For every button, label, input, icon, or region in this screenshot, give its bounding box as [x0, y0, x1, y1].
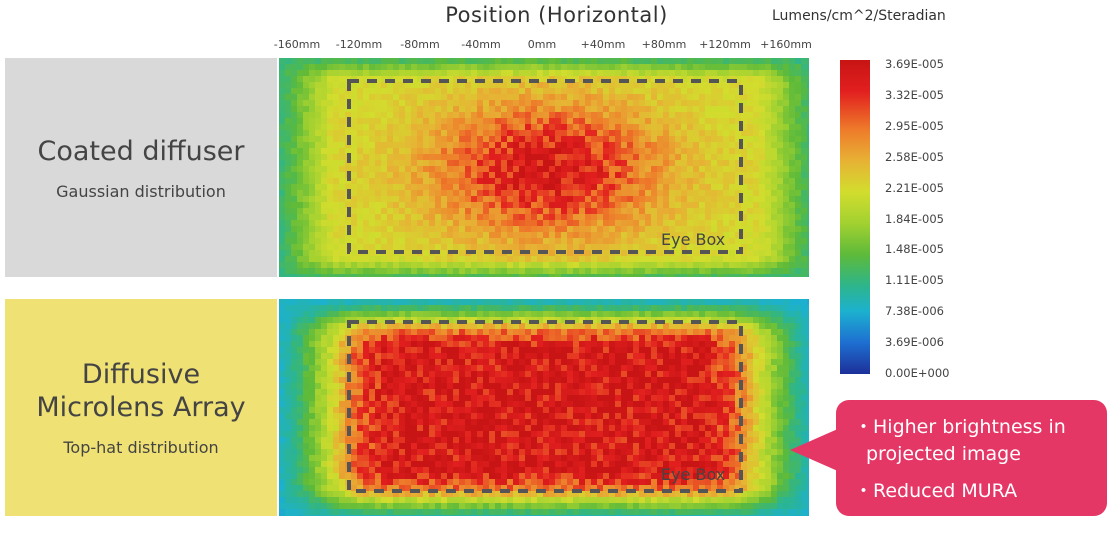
colorbar-label: 3.69E-006 [885, 335, 944, 349]
microlens-array-label-panel: Diffusive Microlens Array Top-hat distri… [5, 299, 277, 516]
callout-line: projected image [866, 443, 1021, 465]
chart-title: Position (Horizontal) [445, 3, 668, 27]
eyebox-outline [347, 320, 743, 493]
x-tick: +80mm [641, 38, 687, 51]
eyebox-outline [347, 79, 743, 254]
coated-diffuser-heatmap: Eye Box [279, 58, 809, 277]
heatmap-image [279, 299, 809, 516]
colorbar-label: 1.48E-005 [885, 242, 944, 256]
panel-title-line-1: Diffusive [81, 359, 201, 390]
benefits-callout: ・Higher brightness in projected image ・R… [836, 400, 1107, 516]
coated-diffuser-label-panel: Coated diffuser Gaussian distribution [5, 58, 277, 277]
x-tick: +120mm [699, 38, 751, 51]
colorbar-label: 3.69E-005 [885, 57, 944, 71]
panel-title-line-2: Microlens Array [36, 392, 246, 423]
x-tick: +160mm [760, 38, 812, 51]
x-tick: -120mm [335, 38, 383, 51]
x-axis-ticks: -160mm -120mm -80mm -40mm 0mm +40mm +80m… [0, 38, 1110, 54]
callout-line: ・Higher brightness in [854, 416, 1066, 438]
colorbar-label: 1.84E-005 [885, 212, 944, 226]
colorbar-label: 2.95E-005 [885, 119, 944, 133]
x-tick: 0mm [527, 38, 557, 51]
colorbar-label: 3.32E-005 [885, 88, 944, 102]
colorbar-label: 1.11E-005 [885, 273, 944, 287]
callout-pointer [790, 428, 840, 472]
unit-label: Lumens/cm^2/Steradian [772, 8, 946, 24]
x-tick: -40mm [461, 38, 501, 51]
panel-title: Coated diffuser [37, 135, 245, 167]
microlens-array-heatmap: Eye Box [279, 299, 809, 516]
callout-line: ・Reduced MURA [854, 480, 1018, 502]
color-scale-bar [840, 60, 870, 374]
x-tick: +40mm [580, 38, 626, 51]
eyebox-label: Eye Box [661, 465, 726, 484]
eyebox-label: Eye Box [661, 230, 726, 249]
colorbar-label: 2.21E-005 [885, 181, 944, 195]
heatmap-image [279, 58, 809, 277]
panel-subtitle: Top-hat distribution [63, 438, 219, 457]
colorbar-label: 7.38E-006 [885, 304, 944, 318]
colorbar-label: 0.00E+000 [885, 366, 950, 380]
panel-subtitle: Gaussian distribution [56, 181, 226, 201]
colorbar-label: 2.58E-005 [885, 150, 944, 164]
x-tick: -160mm [273, 38, 321, 51]
x-tick: -80mm [400, 38, 440, 51]
